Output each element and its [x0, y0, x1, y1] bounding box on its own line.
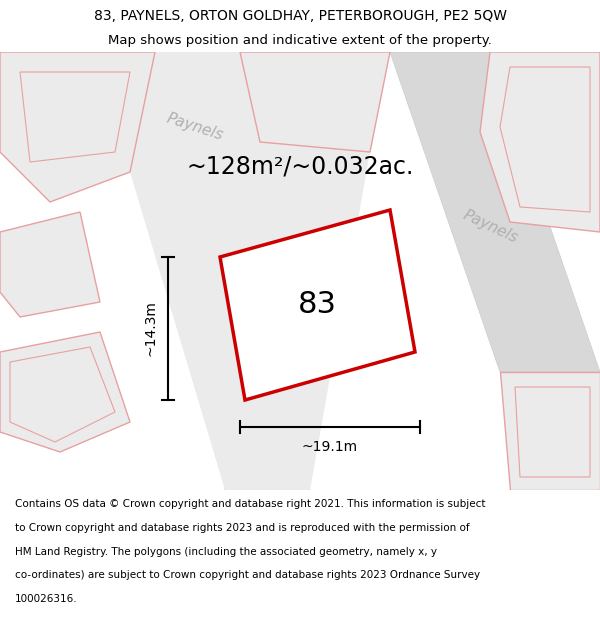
- Text: ~128m²/~0.032ac.: ~128m²/~0.032ac.: [187, 155, 413, 179]
- Text: 83, PAYNELS, ORTON GOLDHAY, PETERBOROUGH, PE2 5QW: 83, PAYNELS, ORTON GOLDHAY, PETERBOROUGH…: [94, 9, 506, 22]
- Polygon shape: [155, 52, 310, 490]
- Text: Contains OS data © Crown copyright and database right 2021. This information is : Contains OS data © Crown copyright and d…: [15, 499, 485, 509]
- Text: Paynels: Paynels: [460, 208, 520, 246]
- Text: ~19.1m: ~19.1m: [302, 440, 358, 454]
- Text: 100026316.: 100026316.: [15, 594, 77, 604]
- Text: Map shows position and indicative extent of the property.: Map shows position and indicative extent…: [108, 34, 492, 47]
- Text: to Crown copyright and database rights 2023 and is reproduced with the permissio: to Crown copyright and database rights 2…: [15, 523, 470, 533]
- Polygon shape: [130, 52, 370, 490]
- Text: co-ordinates) are subject to Crown copyright and database rights 2023 Ordnance S: co-ordinates) are subject to Crown copyr…: [15, 571, 480, 581]
- Text: 83: 83: [298, 290, 337, 319]
- Polygon shape: [0, 212, 100, 317]
- Polygon shape: [0, 52, 155, 202]
- Polygon shape: [390, 52, 600, 372]
- Text: Paynels: Paynels: [164, 111, 226, 143]
- Polygon shape: [220, 210, 415, 400]
- Polygon shape: [0, 332, 130, 452]
- Text: ~14.3m: ~14.3m: [143, 301, 157, 356]
- Text: HM Land Registry. The polygons (including the associated geometry, namely x, y: HM Land Registry. The polygons (includin…: [15, 547, 437, 557]
- Polygon shape: [240, 52, 390, 152]
- Polygon shape: [500, 372, 600, 490]
- Polygon shape: [480, 52, 600, 232]
